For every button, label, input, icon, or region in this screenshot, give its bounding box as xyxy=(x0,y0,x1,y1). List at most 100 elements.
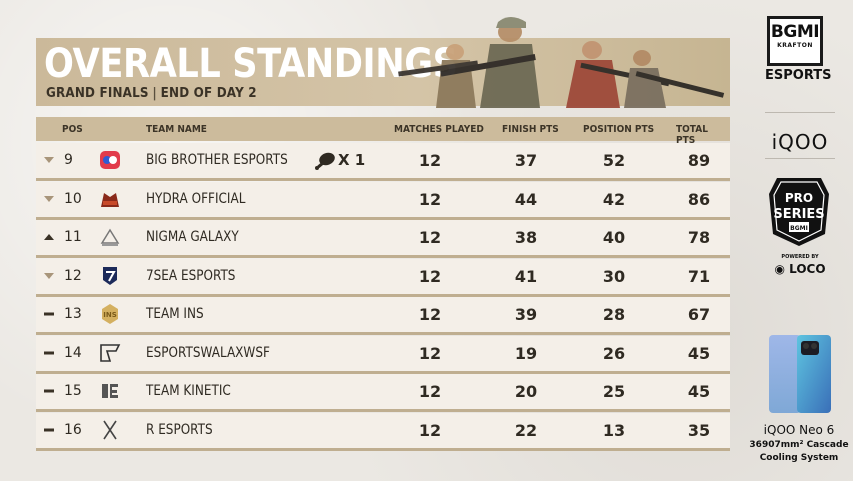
col-total: TOTAL PTS xyxy=(676,124,708,146)
total-points: 45 xyxy=(687,382,711,401)
team-name: BIG BROTHER ESPORTS xyxy=(146,152,288,168)
bgmi-logo-text: BGMI xyxy=(770,22,820,42)
big-brother-logo xyxy=(100,151,120,169)
table-row: 15 TEAM KINETIC 12 20 25 45 xyxy=(36,374,730,412)
nigma-galaxy-logo xyxy=(100,228,120,246)
finish-points: 38 xyxy=(514,228,538,247)
team-name: TEAM INS xyxy=(146,306,204,322)
r-esports-logo xyxy=(103,420,117,439)
position-value: 9 xyxy=(64,152,73,168)
pro-text: PRO xyxy=(785,191,813,205)
position-value: 13 xyxy=(64,306,82,322)
position-points: 52 xyxy=(602,151,626,170)
day-label: END OF DAY 2 xyxy=(160,86,257,101)
bgmi-logo: BGMI KRAFTON xyxy=(767,16,823,66)
phone-spec-line-1: 36907mm² Cascade xyxy=(749,440,849,450)
position-points: 28 xyxy=(602,305,626,324)
hydra-logo xyxy=(101,192,119,207)
loco-icon: ◉ xyxy=(774,262,785,276)
trend-up-icon xyxy=(44,234,54,240)
position-value: 11 xyxy=(64,229,82,245)
sidebar-divider xyxy=(765,158,835,159)
soldiers-artwork xyxy=(398,17,725,108)
matches-played: 12 xyxy=(418,305,442,324)
matches-played: 12 xyxy=(418,151,442,170)
col-position: POSITION PTS xyxy=(583,124,655,135)
phone-spec-line-2: Cooling System xyxy=(759,453,839,463)
finish-points: 44 xyxy=(514,189,538,209)
position-points: 26 xyxy=(602,343,626,363)
sponsor-sidebar: BGMI KRAFTON ESPORTS iQOO PRO SERIES BGM… xyxy=(745,0,853,481)
bgmi-small-text: BGMI xyxy=(790,225,808,232)
sidebar-divider xyxy=(765,112,835,113)
trend-down-icon xyxy=(44,195,54,202)
matches-played: 12 xyxy=(418,382,442,401)
loco-logo: ◉ LOCO xyxy=(765,262,835,276)
matches-played: 12 xyxy=(418,266,442,286)
phone-image xyxy=(769,335,831,413)
team-name: HYDRA OFFICIAL xyxy=(146,190,246,207)
position-points: 25 xyxy=(602,382,626,401)
table-row: 11 NIGMA GALAXY 12 38 40 78 xyxy=(36,220,730,258)
svg-text:INS: INS xyxy=(103,311,117,319)
trend-same-icon xyxy=(44,428,54,431)
position-value: 14 xyxy=(64,344,82,361)
team-kinetic-logo xyxy=(102,384,118,398)
col-matches: MATCHES PLAYED xyxy=(394,124,484,135)
matches-played: 12 xyxy=(418,343,442,363)
powered-by-label: POWERED BY xyxy=(781,254,819,260)
subtitle-separator: | xyxy=(152,86,157,101)
loco-text: LOCO xyxy=(789,262,826,276)
team-ins-logo: INS xyxy=(102,304,118,324)
col-finish: FINISH PTS xyxy=(502,124,559,135)
position-points: 30 xyxy=(602,266,626,286)
position-value: 15 xyxy=(64,383,82,399)
finish-points: 22 xyxy=(514,420,538,440)
trend-down-icon xyxy=(44,272,54,279)
esports-label: ESPORTS xyxy=(765,68,832,83)
matches-played: 12 xyxy=(418,420,442,440)
team-name: TEAM KINETIC xyxy=(146,383,231,399)
7sea-logo xyxy=(103,266,117,285)
trend-same-icon xyxy=(44,312,54,316)
series-text: SERIES xyxy=(773,207,824,222)
table-row: 14 ESPORTSWALAXWSF 12 19 26 45 xyxy=(36,335,730,374)
team-name: ESPORTSWALAXWSF xyxy=(146,344,270,361)
team-name: R ESPORTS xyxy=(146,421,213,438)
position-points: 42 xyxy=(602,189,626,209)
position-points: 40 xyxy=(602,228,626,247)
krafton-text: KRAFTON xyxy=(777,42,813,49)
table-row: 10 HYDRA OFFICIAL 12 44 42 86 xyxy=(36,181,730,220)
col-pos: POS xyxy=(62,124,83,135)
finish-points: 39 xyxy=(514,305,538,324)
position-value: 12 xyxy=(64,267,82,284)
standings-table: POS TEAM NAME MATCHES PLAYED FINISH PTS … xyxy=(36,117,730,451)
trend-down-icon xyxy=(44,157,54,163)
finish-points: 19 xyxy=(514,343,538,363)
chicken-count: X 1 xyxy=(338,151,366,169)
finish-points: 20 xyxy=(514,382,538,401)
table-row: 12 7SEA ESPORTS 12 41 30 71 xyxy=(36,258,730,297)
total-points: 71 xyxy=(687,266,711,286)
team-name: NIGMA GALAXY xyxy=(146,229,239,245)
table-row: 9 BIG BROTHER ESPORTS X 1 12 37 52 89 xyxy=(36,143,730,181)
pro-series-logo: PRO SERIES BGMI xyxy=(769,178,829,246)
iqoo-logo: iQOO xyxy=(771,130,829,154)
trend-same-icon xyxy=(44,389,54,393)
team-name: 7SEA ESPORTS xyxy=(146,267,236,284)
page-title: OVERALL STANDINGS xyxy=(44,41,458,87)
table-row: 13 INS TEAM INS 12 39 28 67 xyxy=(36,297,730,335)
total-points: 67 xyxy=(687,305,711,324)
matches-played: 12 xyxy=(418,189,442,209)
total-points: 89 xyxy=(687,151,711,170)
position-value: 16 xyxy=(64,421,82,438)
table-body: 9 BIG BROTHER ESPORTS X 1 12 37 52 89 10 HYDRA O… xyxy=(36,141,730,451)
phone-name: iQOO Neo 6 xyxy=(763,423,835,437)
chicken-dinner-icon xyxy=(315,152,335,170)
table-header: POS TEAM NAME MATCHES PLAYED FINISH PTS … xyxy=(36,117,730,146)
page-subtitle: GRAND FINALS | END OF DAY 2 xyxy=(46,86,257,101)
trend-same-icon xyxy=(44,351,54,354)
total-points: 86 xyxy=(687,189,711,209)
position-points: 13 xyxy=(602,420,626,440)
total-points: 45 xyxy=(687,343,711,363)
